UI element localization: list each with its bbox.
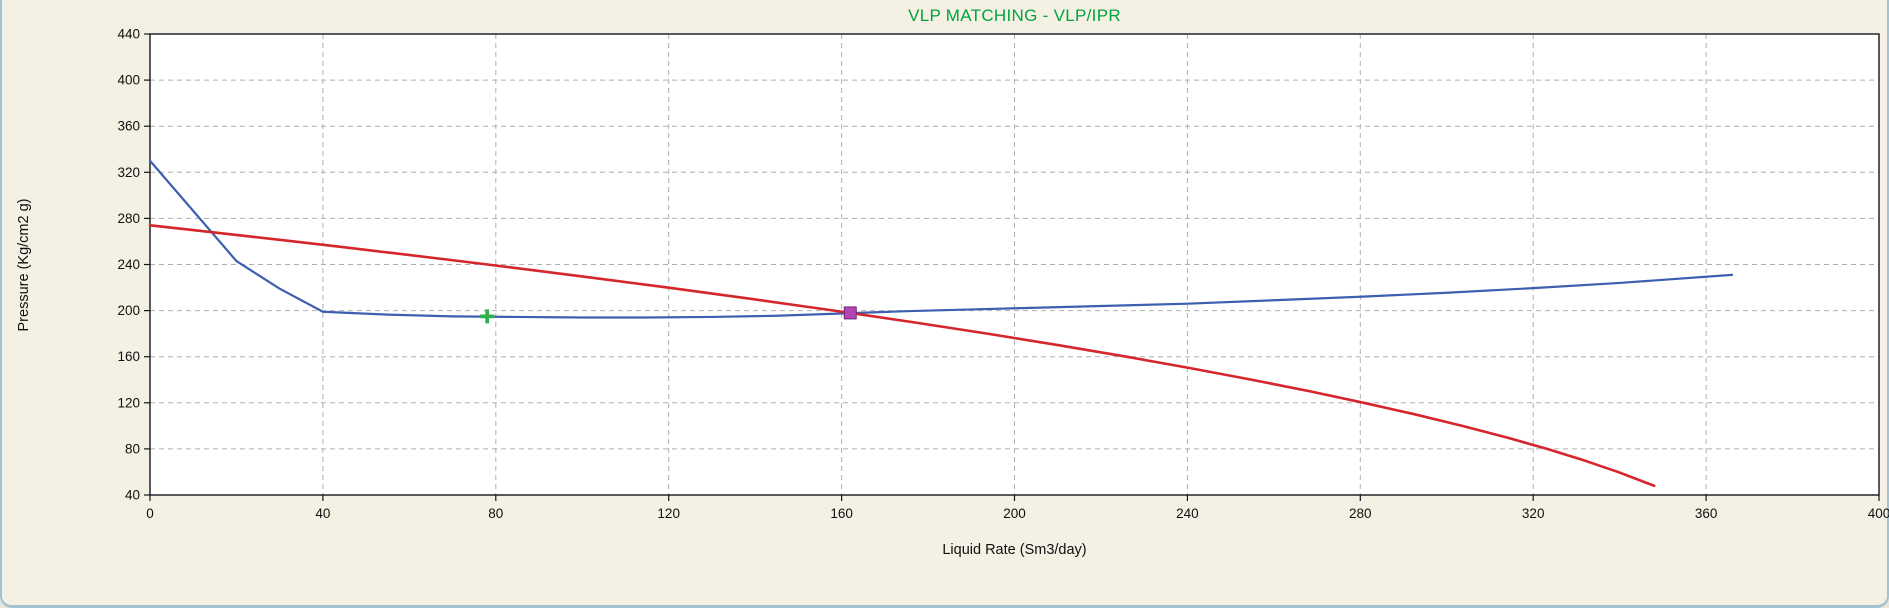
y-tick-label: 240 (117, 257, 140, 272)
x-tick-label: 280 (1349, 506, 1372, 521)
y-tick-label: 80 (125, 441, 140, 456)
x-tick-label: 0 (146, 506, 154, 521)
y-tick-label: 280 (117, 211, 140, 226)
y-tick-label: 160 (117, 349, 140, 364)
y-tick-label: 360 (117, 119, 140, 134)
vlp-match-point-marker (480, 309, 495, 324)
y-tick-label: 440 (117, 27, 140, 42)
operating-point-marker (843, 306, 857, 320)
y-tick-label: 40 (125, 488, 140, 503)
x-tick-label: 200 (1003, 506, 1026, 521)
y-tick-label: 120 (117, 395, 140, 410)
x-tick-label: 240 (1176, 506, 1199, 521)
vlp-curve (148, 159, 1734, 319)
x-tick-label: 360 (1695, 506, 1718, 521)
x-axis-label: Liquid Rate (Sm3/day) (942, 542, 1087, 558)
y-tick-label: 320 (117, 165, 140, 180)
y-tick-label: 200 (117, 303, 140, 318)
x-tick-label: 40 (315, 506, 330, 521)
x-tick-label: 80 (488, 506, 503, 521)
x-tick-label: 160 (830, 506, 853, 521)
chart-title: VLP MATCHING - VLP/IPR (908, 6, 1121, 25)
ipr-curve (148, 224, 1656, 488)
x-tick-label: 320 (1522, 506, 1545, 521)
x-tick-label: 120 (657, 506, 680, 521)
y-tick-label: 400 (117, 73, 140, 88)
x-tick-label: 400 (1868, 506, 1889, 521)
plot-border (149, 33, 1880, 496)
